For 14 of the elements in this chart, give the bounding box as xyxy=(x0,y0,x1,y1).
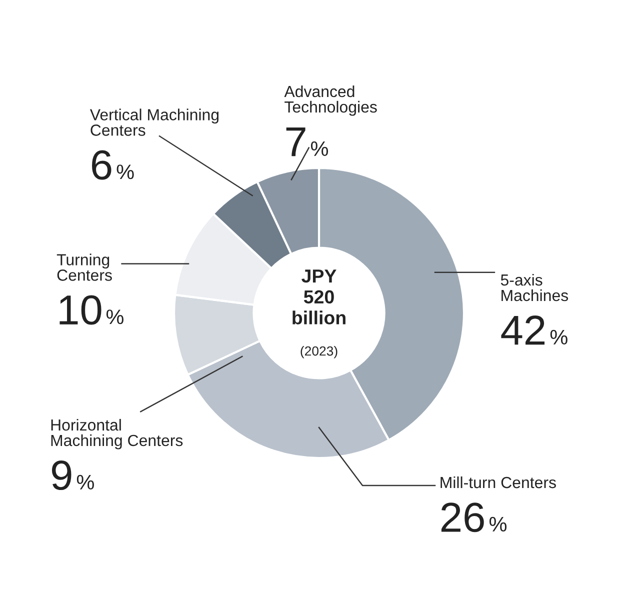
slice-label: 5-axis Machines xyxy=(500,274,568,302)
data-label: 7% xyxy=(286,127,328,156)
text: (2023) xyxy=(300,346,338,358)
slice-label: Vertical Machining Centers xyxy=(90,108,218,136)
slice-label: Mill-turn Centers xyxy=(440,476,556,488)
data-label: 42% xyxy=(501,316,568,345)
text: JPY 520 billion xyxy=(292,270,346,324)
data-label: 10% xyxy=(60,295,124,325)
data-label: 26% xyxy=(441,502,507,532)
data-label: 9% xyxy=(52,460,94,490)
data-label: 6% xyxy=(92,150,134,180)
slice-label: Horizontal Machining Centers xyxy=(51,418,183,450)
slice-label: Turning Centers xyxy=(56,254,112,281)
slice-label: Advanced Technologies xyxy=(284,85,377,116)
